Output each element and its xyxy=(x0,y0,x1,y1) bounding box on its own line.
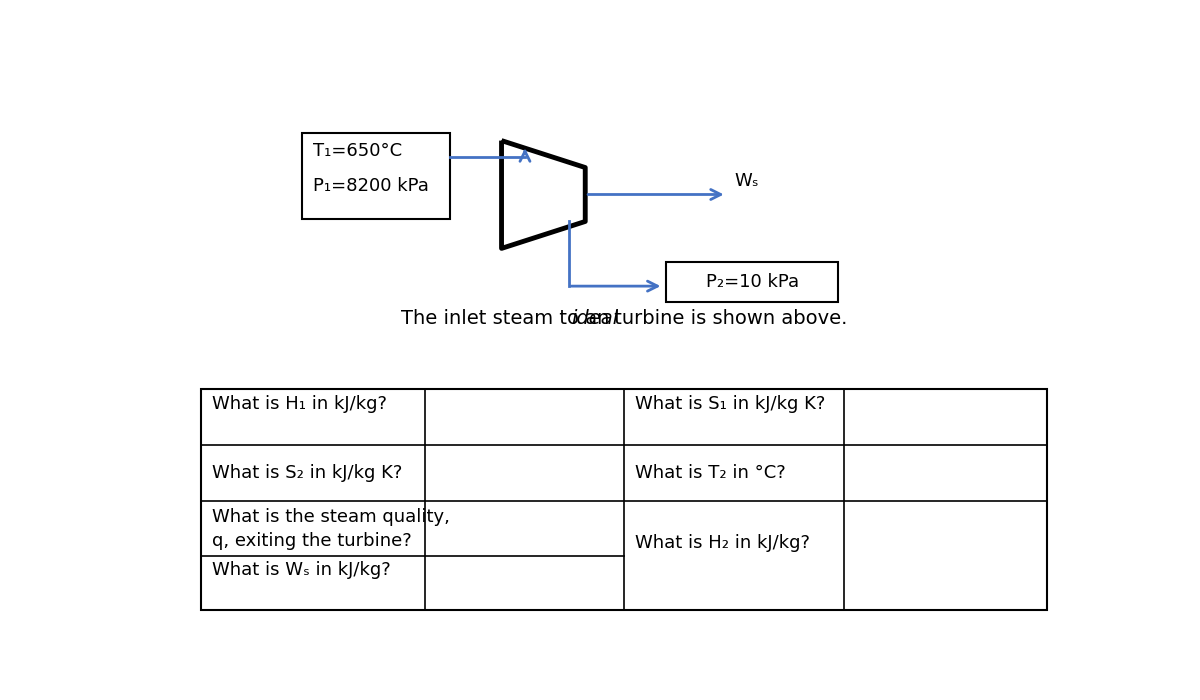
Text: T₁=650°C: T₁=650°C xyxy=(313,142,402,160)
Bar xyxy=(301,132,450,218)
Text: P₂=10 kPa: P₂=10 kPa xyxy=(706,273,799,291)
Text: q, exiting the turbine?: q, exiting the turbine? xyxy=(212,532,412,550)
Bar xyxy=(666,262,839,302)
Text: Wₛ: Wₛ xyxy=(734,172,758,190)
Text: The inlet steam to an: The inlet steam to an xyxy=(401,309,616,328)
Text: What is H₂ in kJ/kg?: What is H₂ in kJ/kg? xyxy=(636,533,810,552)
Text: What is S₂ in kJ/kg K?: What is S₂ in kJ/kg K? xyxy=(212,464,403,482)
Text: What is the steam quality,: What is the steam quality, xyxy=(212,508,450,526)
Text: What is Wₛ in kJ/kg?: What is Wₛ in kJ/kg? xyxy=(212,561,391,580)
Bar xyxy=(202,389,1048,610)
Text: What is S₁ in kJ/kg K?: What is S₁ in kJ/kg K? xyxy=(636,395,826,413)
Text: What is H₁ in kJ/kg?: What is H₁ in kJ/kg? xyxy=(212,395,388,413)
Text: ideal: ideal xyxy=(571,309,618,328)
Text: turbine is shown above.: turbine is shown above. xyxy=(608,309,847,328)
Text: What is T₂ in °C?: What is T₂ in °C? xyxy=(636,464,786,482)
Text: P₁=8200 kPa: P₁=8200 kPa xyxy=(313,177,428,195)
